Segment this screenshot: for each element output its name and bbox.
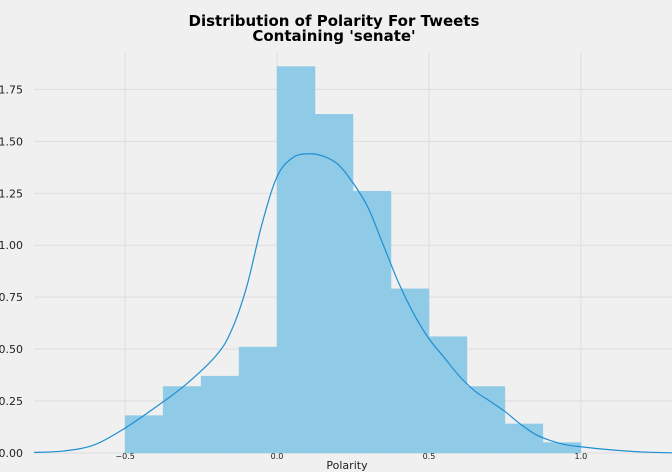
y-tick-label: 1.00 bbox=[0, 239, 23, 252]
x-axis: −0.5 0.0 0.5 1.0 bbox=[115, 452, 587, 461]
histogram-bar bbox=[352, 190, 392, 454]
histogram-bars bbox=[124, 66, 582, 454]
histogram-bar bbox=[428, 336, 468, 454]
histogram-bar bbox=[542, 442, 582, 454]
x-axis-label: Polarity bbox=[326, 459, 368, 472]
kde-curve bbox=[33, 153, 672, 454]
histogram-bar bbox=[390, 288, 430, 454]
y-tick-label: 1.50 bbox=[0, 135, 23, 148]
chart-title-line-1: Distribution of Polarity For Tweets bbox=[189, 12, 480, 30]
y-axis: 0.00 0.25 0.50 0.75 1.00 1.25 1.50 1.75 bbox=[0, 83, 23, 460]
histogram-bar bbox=[466, 386, 506, 454]
chart-title-line-2: Containing 'senate' bbox=[252, 27, 415, 45]
x-tick-label: 0.0 bbox=[271, 452, 284, 461]
y-tick-label: 0.25 bbox=[0, 395, 23, 408]
y-tick-label: 0.50 bbox=[0, 343, 23, 356]
x-tick-label: 1.0 bbox=[574, 452, 587, 461]
histogram-bar bbox=[504, 423, 544, 454]
y-tick-label: 0.00 bbox=[0, 447, 23, 460]
y-tick-label: 0.75 bbox=[0, 291, 23, 304]
y-tick-label: 1.25 bbox=[0, 187, 23, 200]
x-tick-label: 0.5 bbox=[423, 452, 436, 461]
x-tick-label: −0.5 bbox=[115, 452, 134, 461]
histogram-bar bbox=[276, 66, 316, 454]
histogram-bar bbox=[124, 415, 164, 454]
y-tick-label: 1.75 bbox=[0, 83, 23, 96]
kde-curve-layer bbox=[33, 153, 672, 454]
histogram-bar bbox=[238, 346, 278, 454]
histogram-bar bbox=[162, 386, 202, 454]
histogram-bar bbox=[314, 114, 354, 454]
histogram-bar bbox=[200, 375, 240, 454]
